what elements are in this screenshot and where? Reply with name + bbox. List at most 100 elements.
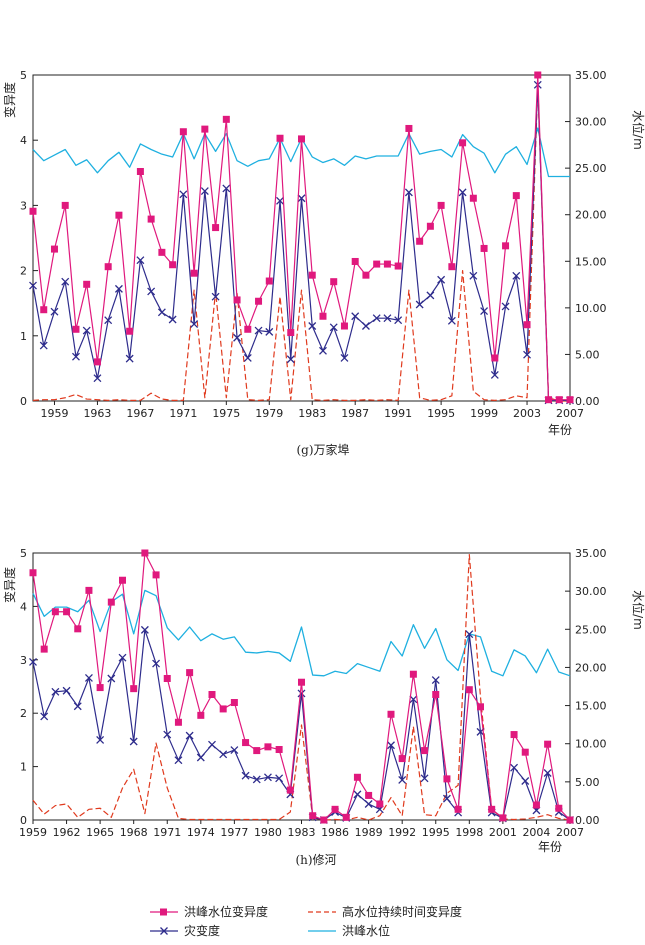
series-line-solid [32, 127, 570, 178]
point-marker-x [490, 370, 499, 379]
legend-item-peak-level-variation: 洪峰水位变异度 [150, 904, 268, 919]
point-marker-square [330, 278, 338, 286]
point-marker-x [394, 316, 403, 325]
point-marker-x [501, 302, 510, 311]
x-tick-label: 1963 [83, 407, 111, 420]
x-tick-label: 1995 [422, 826, 450, 839]
right-tick-label: 30.00 [575, 585, 607, 598]
point-marker-square [85, 586, 93, 594]
legend-marker-x [160, 927, 168, 935]
point-marker-square [469, 194, 477, 202]
point-marker-square [512, 192, 520, 200]
x-tick-label: 2007 [556, 826, 584, 839]
point-marker-x [219, 750, 228, 759]
point-marker-x [510, 763, 519, 772]
x-tick-label: 1975 [212, 407, 240, 420]
point-marker-square [454, 805, 462, 813]
right-tick-label: 20.00 [575, 661, 607, 674]
point-marker-square [163, 674, 171, 682]
x-tick-label: 2003 [513, 407, 541, 420]
right-tick-label: 0.00 [575, 395, 600, 408]
point-marker-square [443, 775, 451, 783]
left-axis-title-h: 变异度 [2, 567, 17, 603]
series-line-dashed [32, 553, 571, 821]
point-marker-square [147, 215, 155, 223]
left-tick-label: 0 [20, 814, 27, 827]
point-marker-x [465, 630, 474, 639]
point-marker-square [286, 786, 294, 794]
left-axis-ticks-h: 0 1 2 3 4 5 [20, 547, 38, 827]
point-marker-square [331, 805, 339, 813]
point-marker-square [365, 791, 373, 799]
right-tick-label: 25.00 [575, 623, 607, 636]
x-tick-label: 1967 [126, 407, 154, 420]
point-marker-x [140, 625, 149, 634]
point-marker-square [169, 261, 177, 269]
point-marker-square [72, 325, 80, 333]
series-line-square [32, 74, 570, 401]
point-marker-square [353, 773, 361, 781]
point-marker-x [243, 354, 252, 362]
point-marker-square [340, 322, 348, 330]
right-tick-label: 10.00 [575, 738, 607, 751]
left-tick-label: 2 [20, 265, 27, 278]
point-marker-square [201, 125, 209, 133]
point-marker-square [319, 312, 327, 320]
point-marker-square [373, 260, 381, 268]
x-axis-ticks-h: 1959 1962 1965 1968 1971 1974 1977 1980 1983 1986… [19, 820, 584, 839]
point-marker-square [63, 608, 71, 616]
point-marker-x [125, 354, 134, 363]
point-marker-square [230, 699, 238, 707]
point-marker-square [480, 244, 488, 252]
point-marker-x [39, 341, 48, 350]
point-marker-square [141, 549, 149, 557]
right-tick-label: 10.00 [575, 302, 607, 315]
point-marker-x [104, 316, 113, 325]
left-tick-label: 5 [20, 547, 27, 560]
point-marker-square [416, 237, 424, 245]
point-marker-x [61, 277, 70, 286]
point-marker-x [136, 256, 145, 265]
point-marker-square [555, 804, 563, 812]
point-marker-square [320, 816, 328, 824]
left-tick-label: 1 [20, 761, 27, 774]
point-marker-square [104, 263, 112, 271]
point-marker-square [308, 271, 316, 279]
point-marker-square [491, 354, 499, 362]
point-marker-square [566, 396, 574, 404]
right-axis-title-g: 水位/m [631, 110, 645, 150]
series-line-dashed [32, 84, 570, 402]
point-marker-square [432, 691, 440, 699]
point-marker-x [263, 773, 272, 782]
point-marker-x [415, 300, 424, 309]
point-marker-x [512, 271, 521, 280]
point-marker-square [499, 814, 507, 822]
point-marker-x [469, 271, 478, 280]
right-axis-ticks-h: 0.00 5.00 10.00 15.00 20.00 25.00 30.00 35.00 [565, 547, 607, 827]
point-marker-square [93, 358, 101, 366]
point-marker-x [351, 312, 360, 321]
point-marker-x [196, 753, 205, 762]
point-marker-x [93, 374, 102, 383]
point-marker-square [421, 747, 429, 755]
point-marker-square [130, 685, 138, 693]
x-tick-label: 1983 [298, 407, 326, 420]
x-tick-label: 1983 [288, 826, 316, 839]
x-tick-label: 1991 [384, 407, 412, 420]
point-marker-x [431, 676, 440, 685]
point-marker-x [480, 307, 489, 315]
point-marker-square [523, 321, 531, 329]
legend-item-flood-peak-level: 洪峰水位 [308, 923, 390, 938]
x-tick-label: 1980 [254, 826, 282, 839]
point-marker-square [119, 576, 126, 584]
point-marker-square [115, 211, 123, 219]
x-tick-label: 1987 [341, 407, 369, 420]
point-marker-square [448, 263, 456, 271]
point-marker-x [84, 673, 93, 682]
x-tick-label: 2007 [556, 407, 584, 420]
point-marker-square [83, 280, 91, 288]
point-marker-x [72, 352, 80, 361]
point-marker-square [233, 296, 241, 304]
point-marker-x [523, 350, 531, 359]
